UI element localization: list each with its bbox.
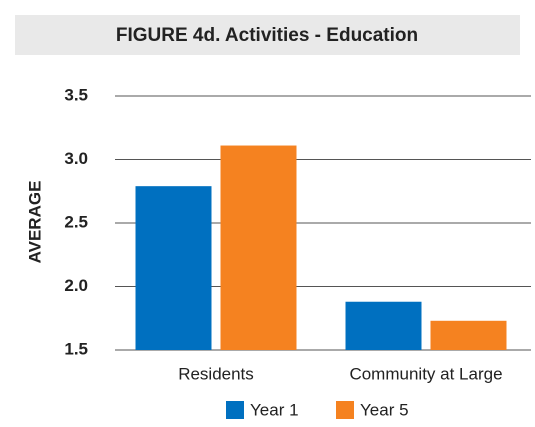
y-tick-label: 3.0 <box>64 149 88 168</box>
y-tick-label: 1.5 <box>64 339 88 358</box>
legend-swatch <box>336 401 354 419</box>
legend-label: Year 5 <box>360 400 409 419</box>
x-tick-label: Community at Large <box>349 364 502 383</box>
y-tick-label: 3.5 <box>64 85 88 104</box>
bar <box>135 186 212 350</box>
legend-swatch <box>226 401 244 419</box>
bar <box>430 320 507 350</box>
bar <box>345 301 422 350</box>
chart-title: FIGURE 4d. Activities - Education <box>116 25 418 46</box>
x-tick-label: Residents <box>178 364 254 383</box>
title-band <box>15 15 520 55</box>
y-tick-label: 2.5 <box>64 212 88 231</box>
bar <box>220 145 297 350</box>
legend-label: Year 1 <box>250 400 299 419</box>
y-axis-label: AVERAGE <box>25 181 44 264</box>
y-tick-label: 2.0 <box>64 276 88 295</box>
